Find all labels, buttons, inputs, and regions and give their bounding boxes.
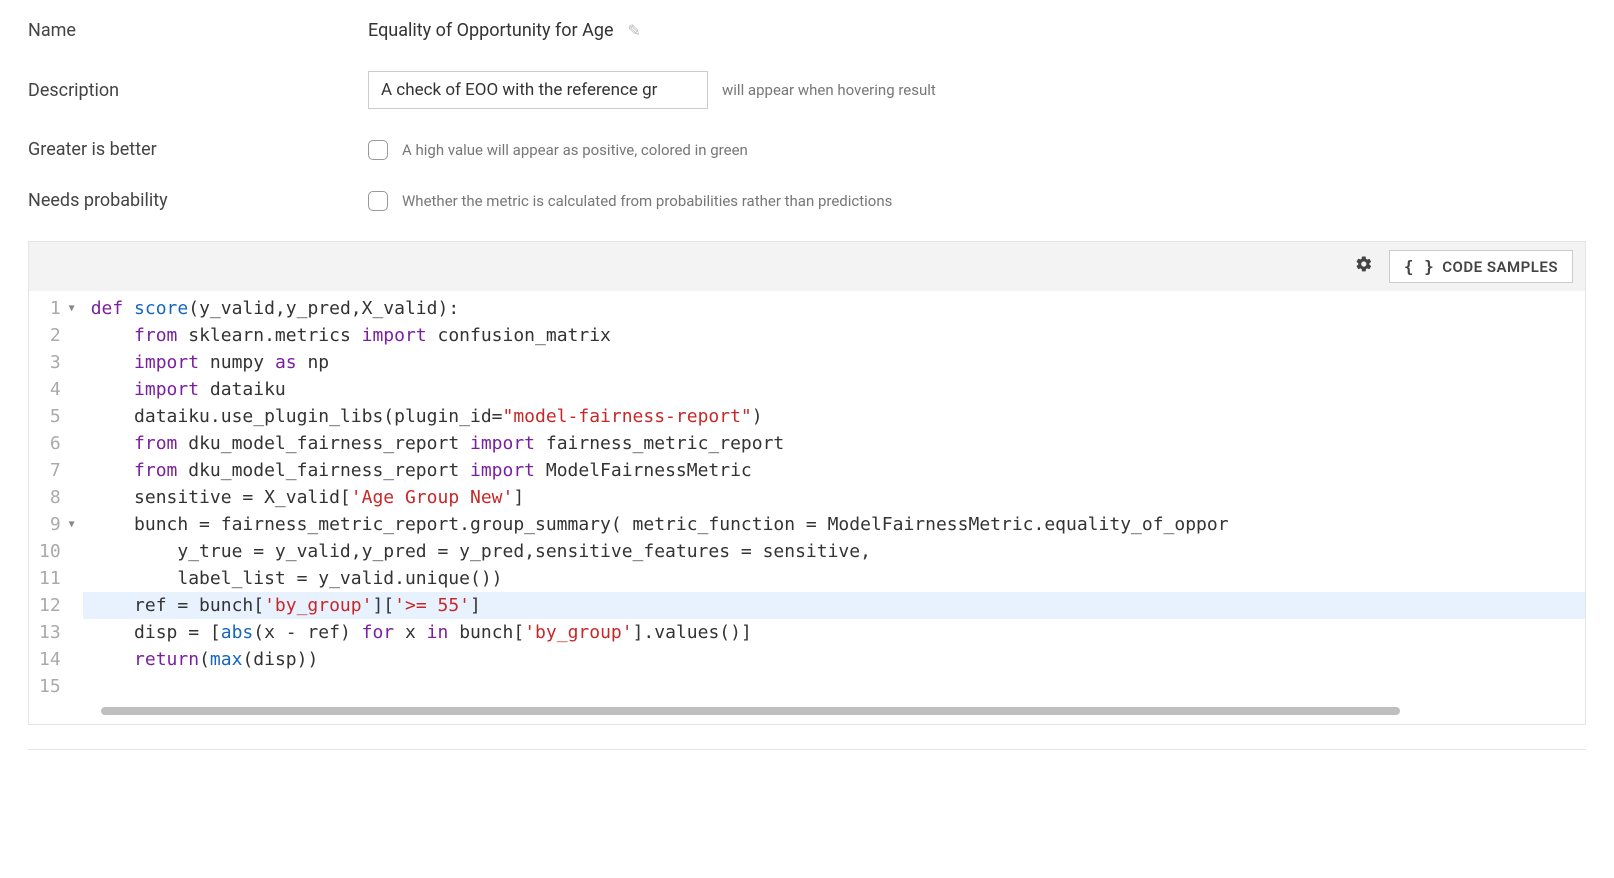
description-value-group: will appear when hovering result xyxy=(368,71,936,109)
code-line[interactable]: return(max(disp)) xyxy=(91,646,1585,673)
code-panel: { } CODE SAMPLES 1▼23456789▼101112131415… xyxy=(28,241,1586,725)
description-label: Description xyxy=(28,80,368,101)
code-line[interactable]: label_list = y_valid.unique()) xyxy=(91,565,1585,592)
gutter-line: 1▼ xyxy=(39,295,77,322)
description-row: Description will appear when hovering re… xyxy=(28,71,1586,109)
gutter-line: 5 xyxy=(39,403,77,430)
gutter-line: 14 xyxy=(39,646,77,673)
description-hint: will appear when hovering result xyxy=(722,81,936,99)
code-line[interactable]: y_true = y_valid,y_pred = y_pred,sensiti… xyxy=(91,538,1585,565)
probability-checkbox[interactable] xyxy=(368,191,388,211)
editor-gutter: 1▼23456789▼101112131415 xyxy=(29,291,83,704)
editor-code-area[interactable]: def score(y_valid,y_pred,X_valid): from … xyxy=(83,291,1585,704)
code-line[interactable]: from dku_model_fairness_report import Mo… xyxy=(91,457,1585,484)
probability-value-group: Whether the metric is calculated from pr… xyxy=(368,191,892,211)
code-toolbar: { } CODE SAMPLES xyxy=(29,242,1585,291)
gutter-line: 15 xyxy=(39,673,77,700)
greater-checkbox[interactable] xyxy=(368,140,388,160)
gutter-line: 12 xyxy=(39,592,77,619)
code-line[interactable]: import dataiku xyxy=(91,376,1585,403)
probability-row: Needs probability Whether the metric is … xyxy=(28,190,1586,211)
description-input[interactable] xyxy=(368,71,708,109)
gutter-line: 6 xyxy=(39,430,77,457)
probability-label: Needs probability xyxy=(28,190,368,211)
name-label: Name xyxy=(28,20,368,41)
horizontal-scrollbar[interactable] xyxy=(101,704,1513,718)
code-line[interactable]: import numpy as np xyxy=(91,349,1585,376)
code-line[interactable]: ref = bunch['by_group']['>= 55'] xyxy=(83,592,1585,619)
code-line[interactable]: bunch = fairness_metric_report.group_sum… xyxy=(91,511,1585,538)
braces-icon: { } xyxy=(1404,257,1434,276)
gutter-line: 10 xyxy=(39,538,77,565)
name-value: Equality of Opportunity for Age xyxy=(368,20,614,41)
code-samples-button[interactable]: { } CODE SAMPLES xyxy=(1389,250,1573,283)
greater-row: Greater is better A high value will appe… xyxy=(28,139,1586,160)
gutter-line: 8 xyxy=(39,484,77,511)
code-editor[interactable]: 1▼23456789▼101112131415 def score(y_vali… xyxy=(29,291,1585,704)
gutter-line: 2 xyxy=(39,322,77,349)
code-line[interactable] xyxy=(91,673,1585,700)
gutter-line: 13 xyxy=(39,619,77,646)
gear-icon[interactable] xyxy=(1355,255,1373,278)
name-value-group: Equality of Opportunity for Age ✎ xyxy=(368,20,641,41)
greater-hint: A high value will appear as positive, co… xyxy=(402,141,748,159)
fold-marker-icon[interactable]: ▼ xyxy=(65,511,75,538)
pencil-icon[interactable]: ✎ xyxy=(628,21,641,40)
code-line[interactable]: from dku_model_fairness_report import fa… xyxy=(91,430,1585,457)
gutter-line: 9▼ xyxy=(39,511,77,538)
gutter-line: 4 xyxy=(39,376,77,403)
code-line[interactable]: dataiku.use_plugin_libs(plugin_id="model… xyxy=(91,403,1585,430)
gutter-line: 7 xyxy=(39,457,77,484)
code-line[interactable]: disp = [abs(x - ref) for x in bunch['by_… xyxy=(91,619,1585,646)
code-samples-label: CODE SAMPLES xyxy=(1442,258,1558,276)
code-line[interactable]: def score(y_valid,y_pred,X_valid): xyxy=(91,295,1585,322)
name-row: Name Equality of Opportunity for Age ✎ xyxy=(28,20,1586,41)
probability-hint: Whether the metric is calculated from pr… xyxy=(402,192,892,210)
gutter-line: 11 xyxy=(39,565,77,592)
greater-value-group: A high value will appear as positive, co… xyxy=(368,140,748,160)
code-line[interactable]: sensitive = X_valid['Age Group New'] xyxy=(91,484,1585,511)
footer-divider xyxy=(28,749,1586,750)
greater-label: Greater is better xyxy=(28,139,368,160)
scrollbar-thumb[interactable] xyxy=(101,707,1400,715)
fold-marker-icon[interactable]: ▼ xyxy=(65,295,75,322)
gutter-line: 3 xyxy=(39,349,77,376)
code-line[interactable]: from sklearn.metrics import confusion_ma… xyxy=(91,322,1585,349)
